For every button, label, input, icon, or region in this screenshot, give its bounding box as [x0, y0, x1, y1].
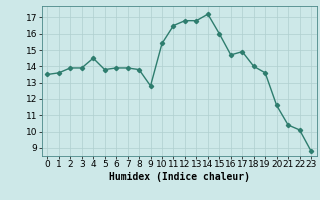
X-axis label: Humidex (Indice chaleur): Humidex (Indice chaleur) [109, 172, 250, 182]
